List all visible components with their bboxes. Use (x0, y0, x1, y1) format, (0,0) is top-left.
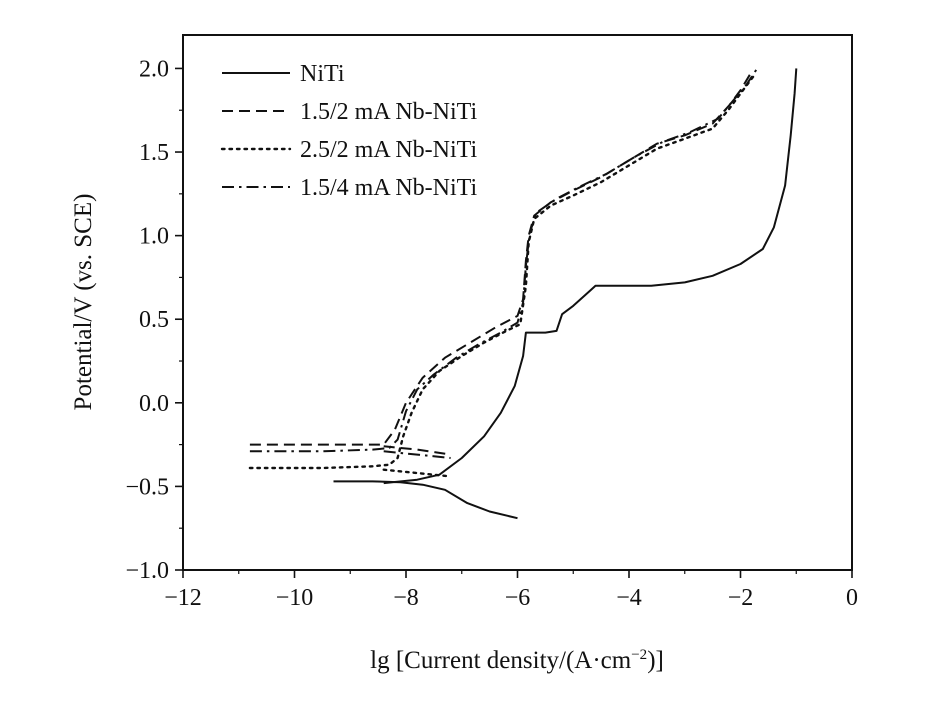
legend-label: 1.5/4 mA Nb-NiTi (300, 175, 477, 201)
x-tick-label: −8 (393, 585, 419, 611)
x-tick-label: −2 (728, 585, 754, 611)
y-tick-label: 0.0 (139, 391, 169, 417)
series-line-2 (249, 71, 753, 456)
y-tick-label: 2.0 (139, 56, 169, 82)
x-tick-label: −10 (276, 585, 314, 611)
x-axis-title: lg [Current density/(A·cm−2)] (370, 647, 664, 674)
legend-label: NiTi (300, 61, 345, 87)
x-axis-title-tail: )] (647, 647, 664, 674)
series-line-4 (249, 67, 759, 459)
series-layer (248, 67, 798, 520)
plot-frame (182, 34, 853, 571)
legend-label: 1.5/2 mA Nb-NiTi (300, 99, 477, 125)
x-tick-label: −4 (616, 585, 642, 611)
y-tick-label: 1.0 (139, 224, 169, 250)
y-axis-title: Potential/V (vs. SCE) (70, 194, 97, 411)
series-line-3 (248, 73, 756, 478)
y-tick-label: 1.5 (139, 140, 169, 166)
x-axis-ticks: −12 −10 −8 −6 −4 −2 0 (164, 570, 858, 611)
y-tick-label: −0.5 (125, 474, 169, 500)
x-axis-title-superscript: −2 (631, 647, 647, 663)
x-tick-label: 0 (846, 585, 858, 611)
series-line-1 (333, 68, 798, 520)
x-tick-label: −6 (505, 585, 531, 611)
legend: NiTi 1.5/2 mA Nb-NiTi 2.5/2 mA Nb-NiTi 1.5/… (220, 61, 477, 201)
y-tick-label: −1.0 (125, 558, 169, 584)
y-tick-label: 0.5 (139, 307, 169, 333)
y-axis-ticks: −1.0 −0.5 0.0 0.5 1.0 1.5 2.0 (125, 56, 183, 584)
legend-label: 2.5/2 mA Nb-NiTi (300, 137, 477, 163)
x-tick-label: −12 (164, 585, 202, 611)
